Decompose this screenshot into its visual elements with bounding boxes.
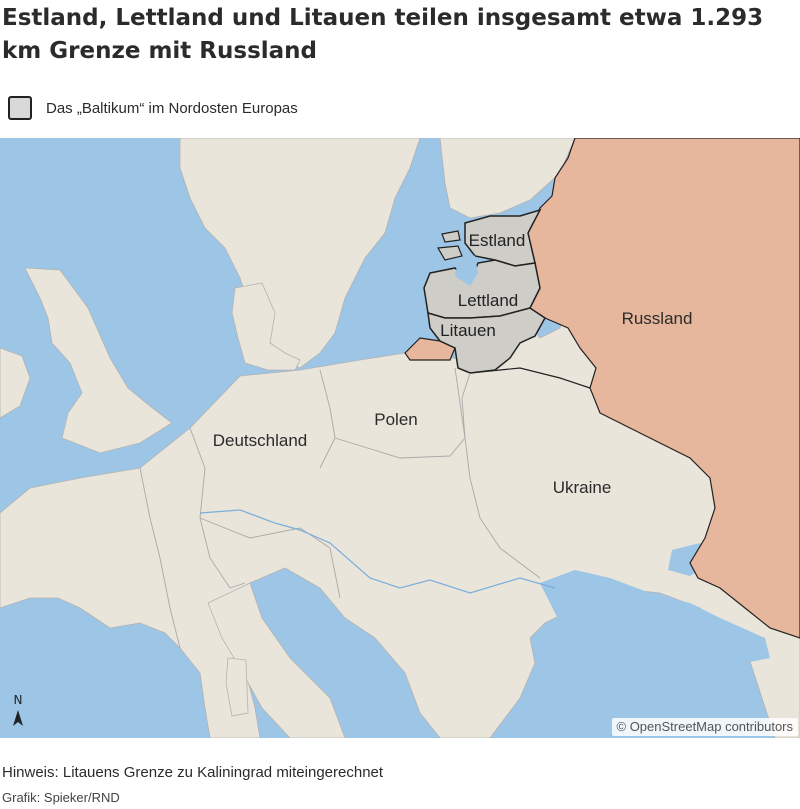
map-attribution[interactable]: © OpenStreetMap contributors bbox=[611, 718, 798, 736]
legend-swatch-baltic bbox=[8, 96, 32, 120]
river-danube bbox=[199, 509, 556, 594]
country-litauen bbox=[427, 307, 546, 374]
north-arrow-icon bbox=[13, 710, 23, 726]
border-france bbox=[139, 467, 181, 649]
adriatic-sea bbox=[262, 608, 345, 698]
label-lettland: Lettland bbox=[458, 291, 519, 310]
island-saaremaa bbox=[437, 245, 463, 261]
border-poland bbox=[319, 367, 471, 469]
label-deutschland: Deutschland bbox=[213, 431, 308, 450]
label-polen: Polen bbox=[374, 410, 417, 429]
credit: Grafik: Spieker/RND bbox=[2, 790, 120, 805]
legend-label: Das „Baltikum“ im Nordosten Europas bbox=[46, 99, 298, 117]
country-kaliningrad bbox=[404, 337, 456, 361]
label-ukraine: Ukraine bbox=[553, 478, 612, 497]
border-ukraine bbox=[469, 367, 591, 389]
island-hiiumaa bbox=[441, 230, 461, 243]
border-ukraine-west bbox=[464, 437, 541, 579]
north-label: N bbox=[14, 693, 23, 707]
legend: Das „Baltikum“ im Nordosten Europas bbox=[8, 94, 298, 122]
land-ireland bbox=[0, 347, 31, 419]
footnote: Hinweis: Litauens Grenze zu Kaliningrad … bbox=[2, 764, 384, 781]
black-sea bbox=[540, 570, 770, 666]
map[interactable]: Estland Lettland Litauen Russland Polen … bbox=[0, 138, 800, 738]
map-canvas: Estland Lettland Litauen Russland Polen … bbox=[0, 138, 800, 738]
land-finland bbox=[439, 138, 576, 219]
land-sardinia bbox=[225, 657, 249, 717]
land-denmark bbox=[231, 282, 301, 371]
label-litauen: Litauen bbox=[440, 321, 496, 340]
land-italy bbox=[207, 582, 346, 738]
land-great-britain bbox=[24, 267, 173, 454]
label-russland: Russland bbox=[622, 309, 693, 328]
land-scandinavia bbox=[179, 138, 421, 369]
label-estland: Estland bbox=[469, 231, 526, 250]
chart-title: Estland, Lettland und Litauen teilen ins… bbox=[2, 5, 764, 64]
gulf-of-riga bbox=[455, 250, 478, 286]
border-germany bbox=[189, 427, 341, 599]
